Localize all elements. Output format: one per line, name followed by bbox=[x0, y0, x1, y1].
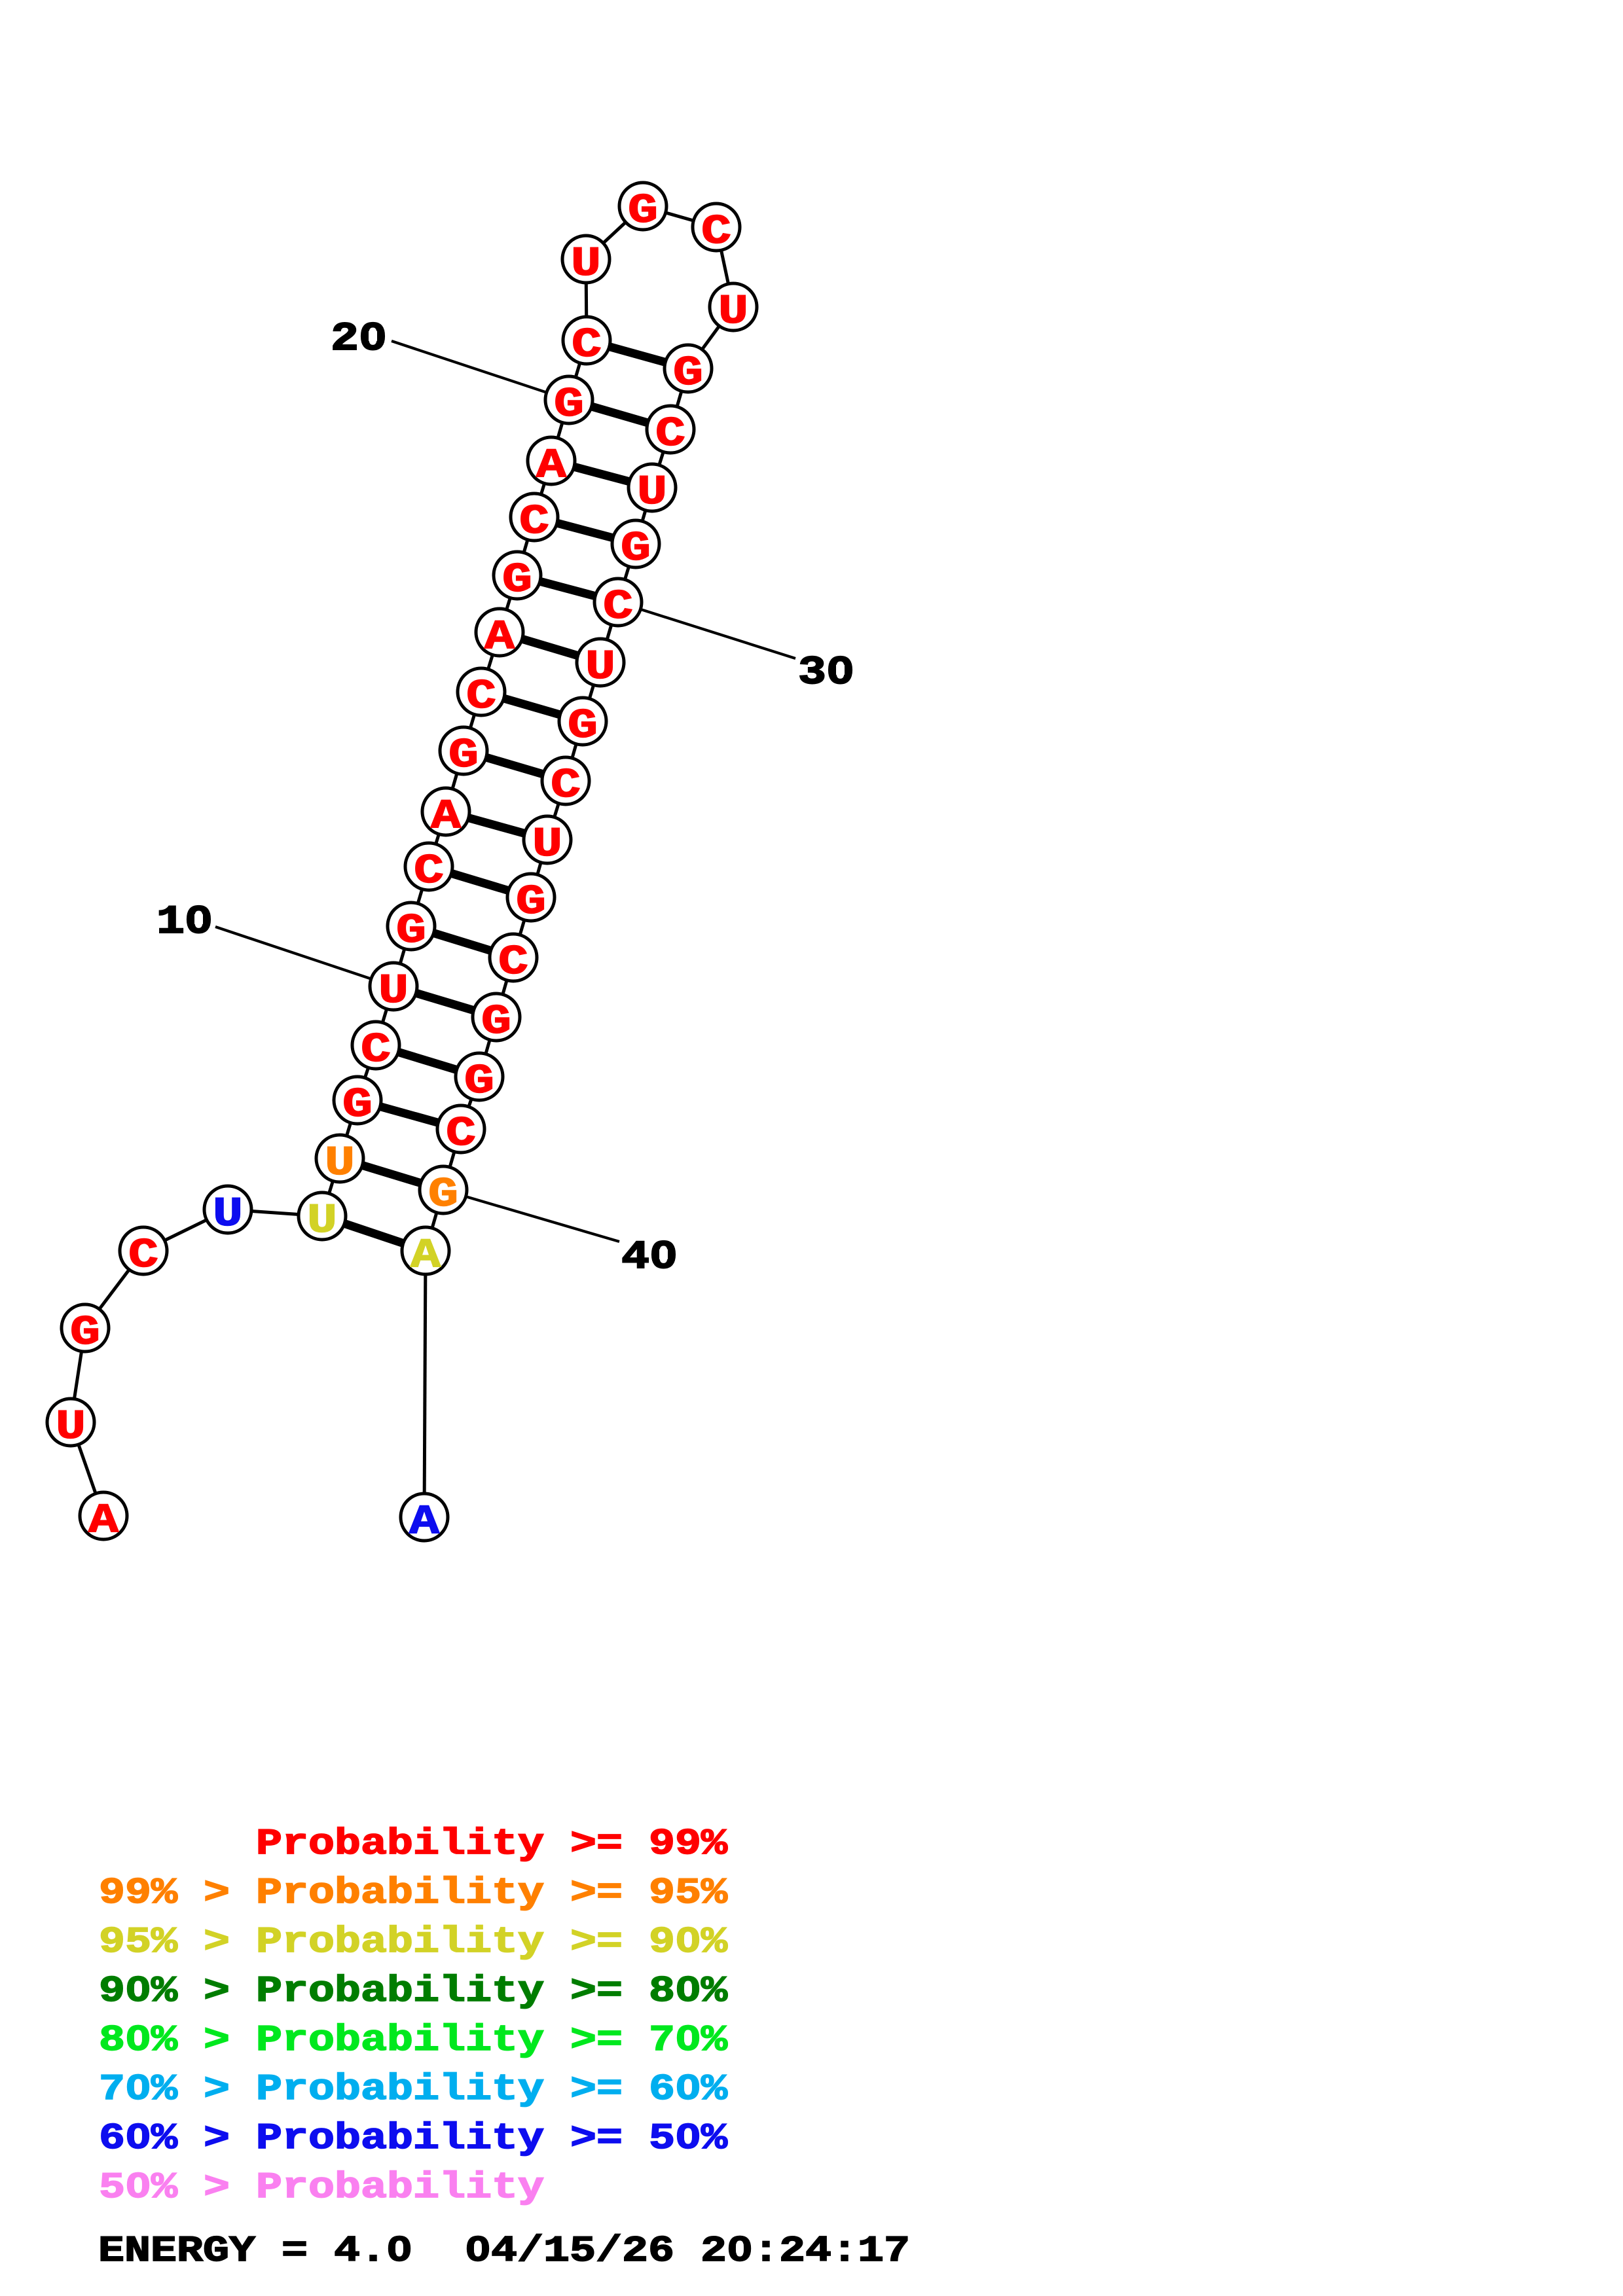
svg-text:99% > Probability >= 95%: 99% > Probability >= 95% bbox=[99, 1872, 727, 1914]
svg-text:C: C bbox=[701, 209, 731, 255]
svg-text:U: U bbox=[213, 1191, 243, 1238]
svg-text:60% > Probability >= 50%: 60% > Probability >= 50% bbox=[99, 2117, 727, 2159]
svg-text:G: G bbox=[448, 732, 479, 779]
svg-text:U: U bbox=[378, 968, 409, 1014]
svg-text:G: G bbox=[554, 382, 584, 428]
svg-text:50% > Probability: 50% > Probability bbox=[99, 2166, 544, 2208]
svg-text:G: G bbox=[481, 999, 511, 1045]
svg-text:U: U bbox=[325, 1140, 355, 1187]
svg-text:70% > Probability >= 60%: 70% > Probability >= 60% bbox=[99, 2068, 727, 2110]
svg-text:20: 20 bbox=[331, 317, 387, 362]
svg-text:U: U bbox=[718, 289, 748, 335]
svg-text:A: A bbox=[88, 1498, 119, 1544]
svg-text:U: U bbox=[637, 469, 667, 516]
svg-text:95% > Probability >= 90%: 95% > Probability >= 90% bbox=[99, 1921, 727, 1963]
svg-text:C: C bbox=[466, 673, 496, 720]
svg-text:C: C bbox=[655, 411, 685, 457]
svg-text:C: C bbox=[603, 584, 633, 630]
svg-text:G: G bbox=[516, 879, 546, 925]
svg-text:G: G bbox=[396, 908, 426, 954]
svg-text:90% > Probability >= 80%: 90% > Probability >= 80% bbox=[99, 1970, 727, 2012]
svg-text:G: G bbox=[342, 1082, 373, 1128]
svg-text:C: C bbox=[446, 1111, 476, 1157]
svg-text:G: G bbox=[70, 1310, 100, 1356]
svg-text:G: G bbox=[502, 557, 532, 603]
svg-text:ENERGY = 4.0 04/15/26 20:24:1: ENERGY = 4.0 04/15/26 20:24:17 bbox=[98, 2230, 910, 2272]
svg-text:U: U bbox=[56, 1404, 86, 1450]
svg-text:G: G bbox=[628, 188, 658, 234]
svg-text:G: G bbox=[464, 1058, 494, 1105]
svg-text:10: 10 bbox=[156, 900, 213, 945]
svg-text:A: A bbox=[431, 793, 461, 840]
svg-text:U: U bbox=[585, 644, 615, 691]
svg-text:80% > Probability >= 70%: 80% > Probability >= 70% bbox=[99, 2019, 727, 2061]
svg-text:A: A bbox=[484, 614, 515, 660]
svg-text:A: A bbox=[409, 1499, 439, 1545]
svg-text:C: C bbox=[361, 1027, 391, 1073]
svg-text:C: C bbox=[498, 939, 528, 986]
svg-text:U: U bbox=[307, 1198, 337, 1244]
svg-text:G: G bbox=[568, 703, 598, 749]
svg-text:U: U bbox=[571, 241, 601, 287]
svg-text:30: 30 bbox=[798, 651, 854, 696]
svg-text:Probability >= 99%: Probability >= 99% bbox=[256, 1823, 727, 1865]
svg-text:G: G bbox=[621, 526, 651, 572]
svg-text:C: C bbox=[519, 499, 549, 545]
svg-text:G: G bbox=[673, 350, 703, 397]
svg-text:C: C bbox=[572, 322, 602, 368]
svg-text:40: 40 bbox=[621, 1235, 678, 1280]
svg-text:U: U bbox=[532, 821, 562, 868]
svg-text:A: A bbox=[536, 442, 566, 489]
svg-text:C: C bbox=[551, 762, 581, 809]
svg-text:A: A bbox=[410, 1232, 441, 1279]
svg-text:G: G bbox=[428, 1172, 458, 1218]
svg-text:C: C bbox=[414, 848, 444, 895]
svg-text:C: C bbox=[128, 1232, 158, 1279]
